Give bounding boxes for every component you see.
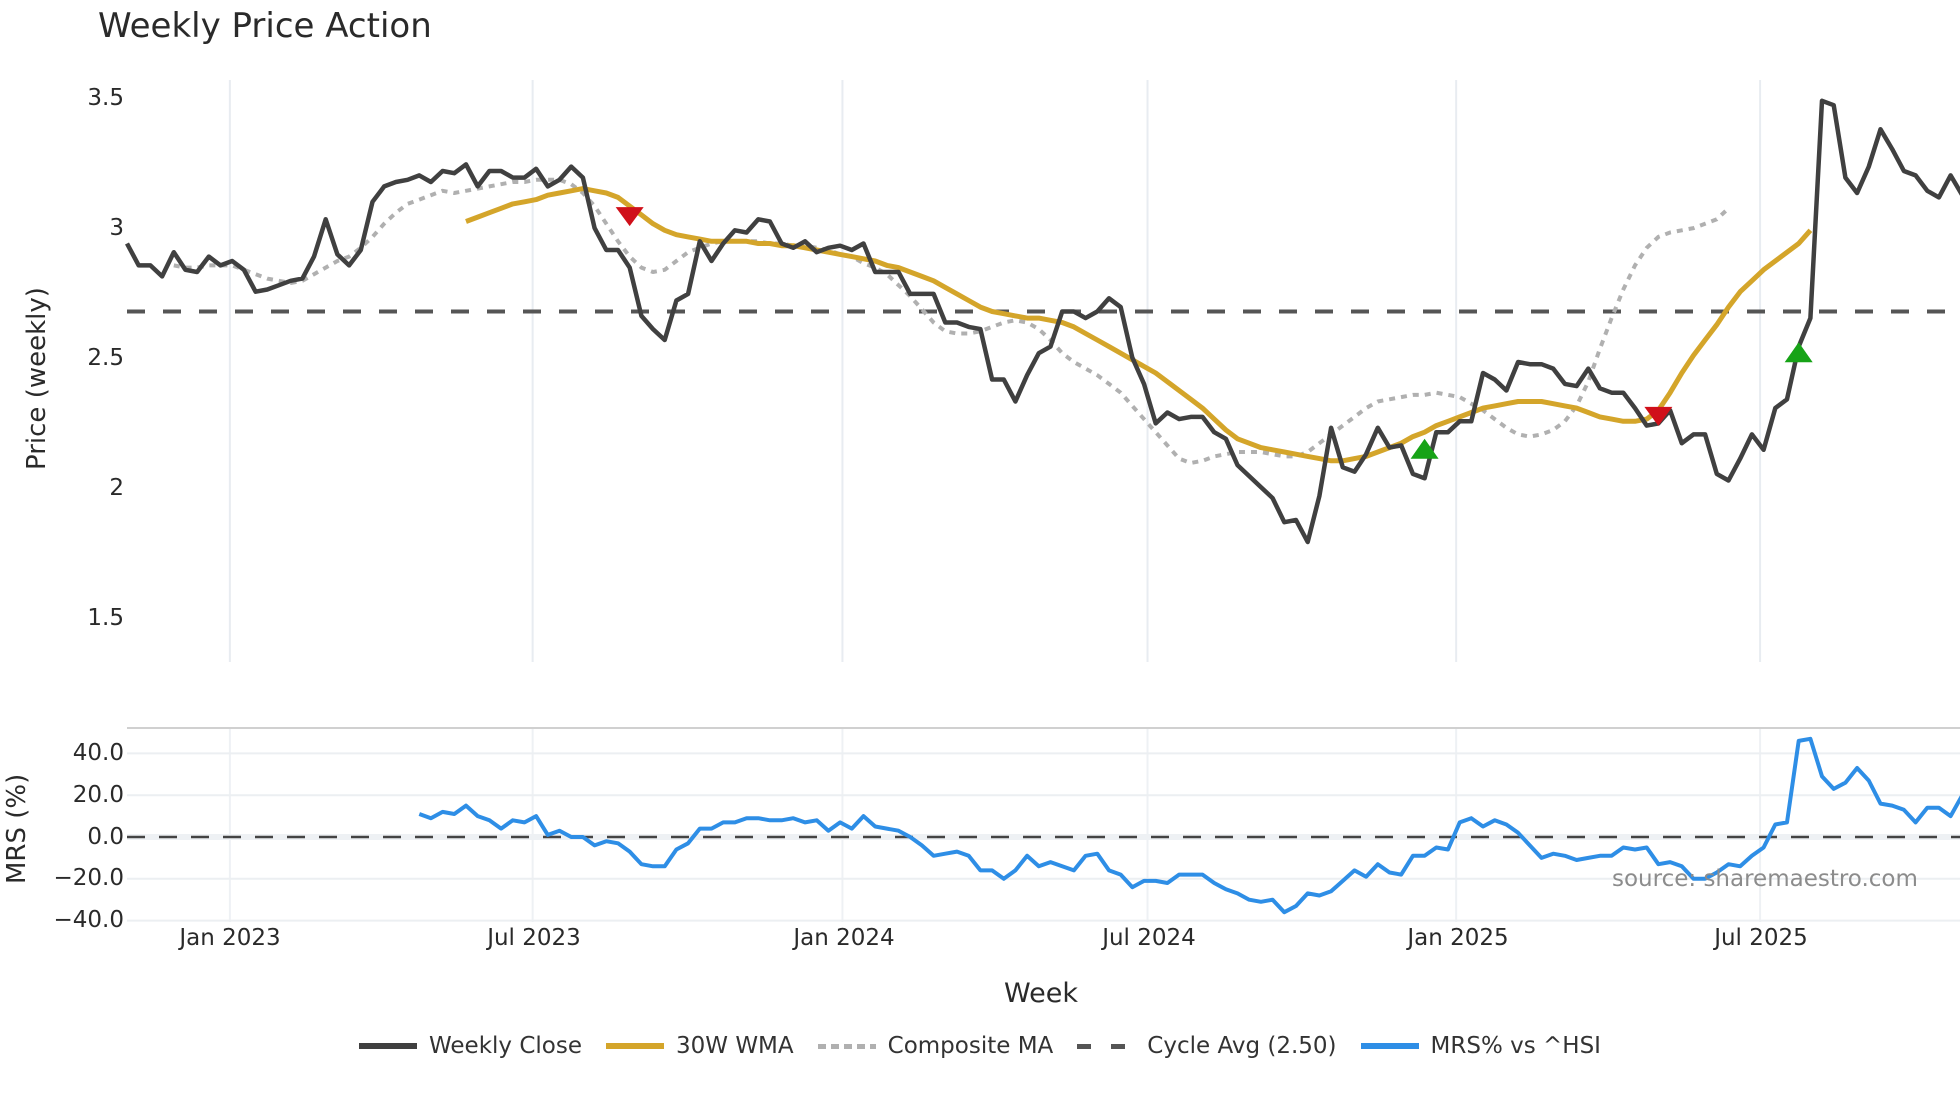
legend-label: Composite MA: [887, 1033, 1054, 1059]
mrs-tick: −40.0: [53, 907, 124, 933]
legend-item-cycle-avg[interactable]: Cycle Avg (2.50): [1077, 1033, 1337, 1059]
price-tick: 2: [109, 475, 124, 501]
solid-line-swatch-icon: [1360, 1043, 1419, 1049]
mrs-tick: −20.0: [53, 865, 124, 891]
legend-item-mrs[interactable]: MRS% vs ^HSI: [1360, 1033, 1601, 1059]
legend-label: MRS% vs ^HSI: [1430, 1033, 1601, 1059]
mrs-panel: [127, 736, 1960, 915]
price-panel: [125, 98, 1960, 545]
price-axis-label: Price (weekly): [22, 287, 52, 470]
x-tick: Jul 2023: [487, 925, 581, 951]
legend: Weekly Close 30W WMA Composite MA Cycle …: [0, 1033, 1960, 1059]
dashed-line-swatch-icon: [1077, 1043, 1136, 1049]
legend-label: 30W WMA: [676, 1033, 794, 1059]
legend-item-composite-ma[interactable]: Composite MA: [817, 1033, 1054, 1059]
legend-label: Weekly Close: [429, 1033, 582, 1059]
x-tick: Jan 2023: [179, 925, 281, 951]
price-tick: 1.5: [87, 605, 124, 631]
source-watermark: source: sharemaestro.com: [1612, 866, 1918, 892]
mrs-tick: 20.0: [72, 782, 124, 808]
dotted-line-swatch-icon: [817, 1043, 876, 1049]
price-tick: 2.5: [87, 345, 124, 371]
legend-label: Cycle Avg (2.50): [1147, 1033, 1337, 1059]
x-axis-label: Week: [1004, 978, 1078, 1009]
x-tick: Jan 2024: [793, 925, 895, 951]
price-tick: 3: [109, 215, 124, 241]
chart-title: Weekly Price Action: [98, 6, 432, 46]
legend-item-weekly-close[interactable]: Weekly Close: [359, 1033, 582, 1059]
solid-line-swatch-icon: [359, 1043, 418, 1049]
mrs-tick: 0.0: [87, 824, 124, 850]
x-tick: Jul 2025: [1714, 925, 1808, 951]
legend-item-30w-wma[interactable]: 30W WMA: [606, 1033, 794, 1059]
price-tick: 3.5: [87, 85, 124, 111]
solid-line-swatch-icon: [606, 1043, 664, 1049]
mrs-tick: 40.0: [72, 740, 124, 766]
x-tick: Jul 2024: [1102, 925, 1196, 951]
x-tick: Jan 2025: [1407, 925, 1509, 951]
